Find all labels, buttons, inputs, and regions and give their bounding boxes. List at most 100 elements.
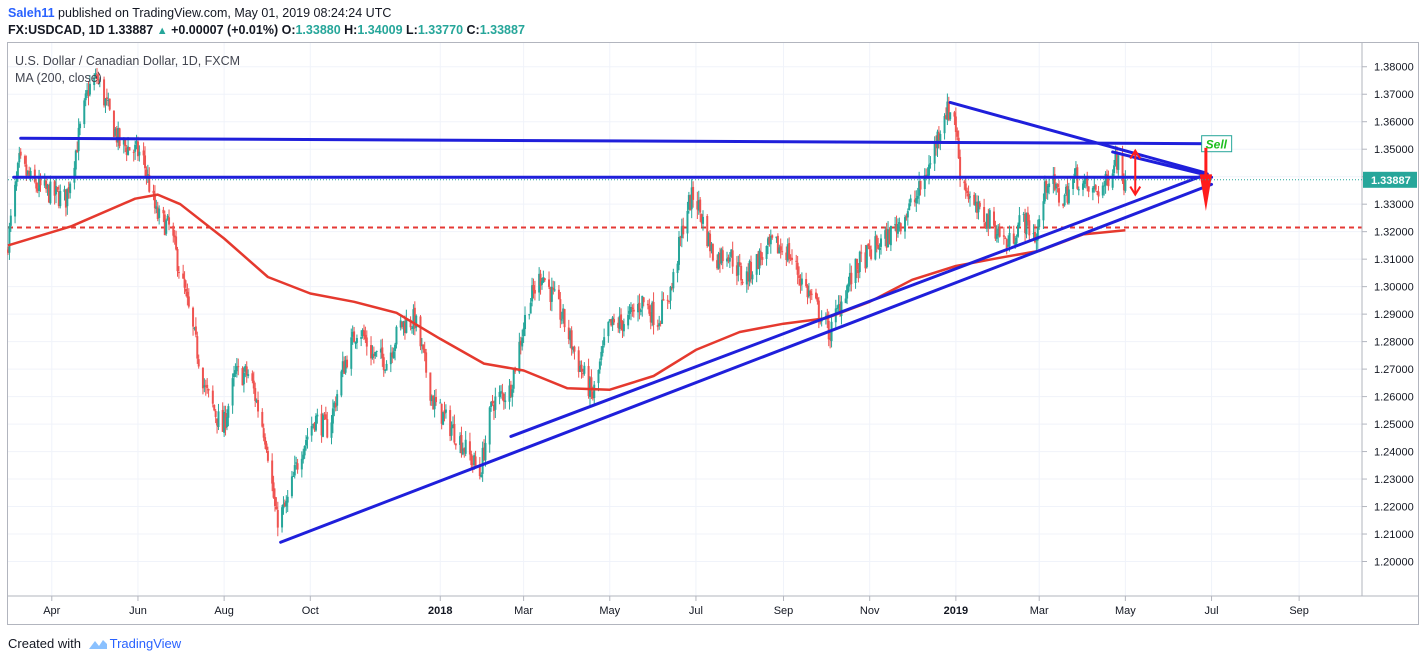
candle-body	[598, 361, 601, 370]
price-tick-label: 1.31000	[1374, 254, 1414, 266]
candle-body	[839, 304, 842, 315]
candle-body	[676, 263, 679, 274]
candle	[727, 254, 730, 264]
candle-body	[790, 257, 793, 260]
candle-body	[976, 203, 979, 213]
candle	[55, 177, 58, 204]
price-tick-label: 1.37000	[1374, 89, 1414, 101]
time-tick-label: May	[1115, 605, 1136, 617]
candle	[125, 145, 128, 162]
candle	[864, 244, 867, 273]
candle-body	[620, 314, 623, 323]
tradingview-brand[interactable]: TradingView	[109, 636, 182, 651]
candle	[488, 406, 491, 453]
candle	[79, 121, 82, 136]
candle	[9, 209, 12, 232]
candle-body	[1052, 175, 1055, 184]
candle-body	[607, 321, 610, 337]
candle-body	[394, 344, 397, 351]
candle-body	[855, 258, 858, 270]
candle	[560, 311, 563, 325]
candle	[385, 360, 388, 371]
candle	[759, 243, 762, 266]
candle-body	[365, 337, 368, 347]
candle	[152, 184, 155, 201]
candle-body	[56, 186, 59, 190]
candle-body	[471, 463, 474, 465]
candle	[63, 185, 66, 201]
time-tick-label: Sep	[1289, 605, 1309, 617]
candle-body	[57, 191, 60, 207]
candle	[721, 246, 724, 270]
candle-body	[193, 327, 196, 329]
candle	[8, 222, 11, 260]
candle-body	[954, 116, 957, 132]
time-axis[interactable]: Apr Jun Aug Oct 2018 Mar May Jul Sep Nov 2019 Mar Ma…	[8, 595, 1418, 617]
candle-body	[55, 186, 58, 195]
candle-body	[223, 411, 226, 433]
time-tick-label: Mar	[1030, 605, 1049, 617]
candle	[720, 247, 723, 266]
candle	[1043, 175, 1046, 204]
candle-body	[423, 348, 426, 354]
candle-body	[293, 465, 296, 476]
candle-body	[225, 417, 228, 428]
candle-body	[631, 307, 634, 309]
candle	[1104, 171, 1107, 194]
candle	[587, 358, 590, 399]
candle	[1087, 186, 1090, 198]
candle-body	[176, 249, 179, 272]
candle-body	[395, 326, 398, 345]
created-with-text: Created with	[8, 636, 81, 651]
chart-panel[interactable]	[7, 42, 1419, 625]
candle	[481, 441, 484, 482]
candle-body	[857, 269, 860, 273]
tradingview-logo-icon	[88, 639, 107, 649]
candle-body	[1066, 186, 1069, 203]
candle	[444, 404, 447, 419]
candle	[1018, 207, 1021, 228]
symbol-legend[interactable]: U.S. Dollar / Canadian Dollar, 1D, FXCM	[15, 54, 241, 68]
candle	[282, 496, 285, 515]
author-name[interactable]: Saleh11	[8, 6, 55, 20]
candle	[976, 195, 979, 220]
candle-body	[144, 155, 147, 169]
candle	[906, 208, 909, 226]
candle	[533, 280, 536, 301]
grid	[8, 43, 1362, 596]
candle-body	[148, 174, 151, 192]
candle-body	[483, 447, 486, 460]
candle-body	[9, 215, 12, 226]
candle	[1124, 170, 1127, 193]
time-tick-label: Apr	[43, 605, 60, 617]
publish-info: Saleh11 published on TradingView.com, Ma…	[8, 6, 391, 20]
candle	[1096, 190, 1099, 196]
candle-body	[491, 401, 494, 404]
candle	[858, 250, 861, 279]
candle-body	[579, 366, 582, 373]
candle-body	[241, 368, 244, 386]
candle	[659, 320, 662, 327]
candle	[206, 378, 209, 394]
candle-body	[370, 345, 373, 359]
candle	[779, 238, 782, 259]
candle	[661, 291, 664, 324]
candle-body	[1032, 232, 1035, 235]
candle-body	[204, 385, 207, 387]
descending-line	[948, 100, 1206, 175]
candle	[422, 344, 425, 353]
candle-body	[234, 370, 237, 374]
candle	[165, 218, 168, 236]
price-axis[interactable]: 1.380001.370001.360001.350001.340001.330…	[8, 43, 1417, 596]
candle	[998, 223, 1001, 238]
candle	[600, 346, 603, 366]
candle-body	[125, 147, 128, 155]
candle-body	[443, 410, 446, 414]
last-price-tag-label: 1.33887	[1371, 175, 1411, 187]
candle	[919, 180, 922, 196]
arrow-head-up	[1129, 148, 1142, 160]
ma-legend[interactable]: MA (200, close)	[15, 71, 102, 85]
candle-body	[1067, 189, 1070, 204]
candle	[617, 317, 620, 333]
